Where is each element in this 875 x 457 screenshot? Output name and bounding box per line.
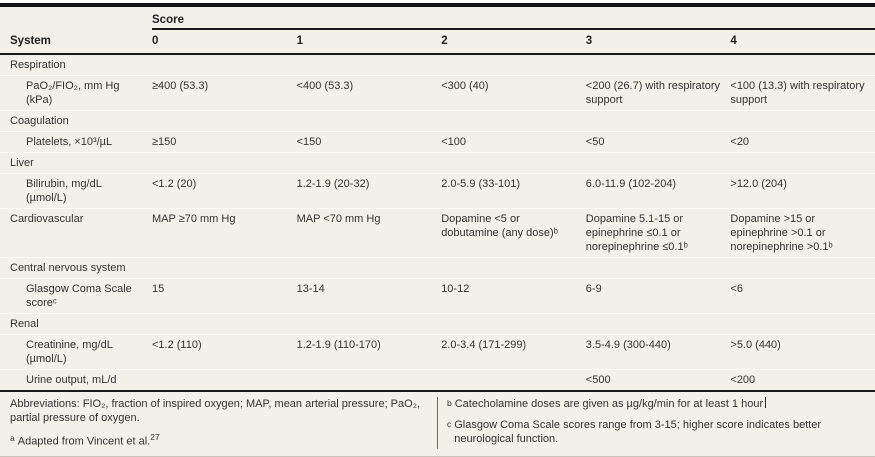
header-bottom-rule bbox=[0, 53, 875, 55]
cell-score-3: 6-9 bbox=[585, 283, 602, 295]
item-row-urine-output: Urine output, mL/d <500 <200 bbox=[0, 369, 875, 390]
footnote-abbreviations: Abbreviations: FIO₂, fraction of inspire… bbox=[10, 398, 421, 424]
cell-score-0: <1.2 (20) bbox=[152, 178, 197, 190]
row-cardiovascular: Cardiovascular MAP ≥70 mm Hg MAP <70 mm … bbox=[0, 208, 875, 257]
section-label: Respiration bbox=[10, 59, 66, 71]
cell-score-0: 15 bbox=[152, 283, 165, 295]
footnote-b-text: Catecholamine doses are given as µg/kg/m… bbox=[455, 397, 767, 411]
footnote-c: c Glasgow Coma Scale scores range from 3… bbox=[447, 418, 867, 446]
row-label: Platelets, ×10³/µL bbox=[26, 136, 113, 148]
row-label: Bilirubin, mg/dL (µmol/L) bbox=[26, 178, 102, 204]
footnote-b-marker: b bbox=[447, 398, 452, 408]
section-label: Coagulation bbox=[10, 115, 69, 127]
item-row-glasgow-coma-scale: Glasgow Coma Scale scoreᶜ 15 13-14 10-12… bbox=[0, 278, 875, 313]
cell-score-2: Dopamine <5 or dobutamine (any dose)ᵇ bbox=[441, 213, 558, 239]
cell-score-1: MAP <70 mm Hg bbox=[296, 213, 381, 225]
section-row-central-nervous-system: Central nervous system bbox=[0, 257, 875, 278]
section-label: Liver bbox=[10, 157, 34, 169]
cell-score-4: >5.0 (440) bbox=[730, 339, 781, 351]
section-label: Central nervous system bbox=[10, 262, 126, 274]
column-header-score-0: 0 bbox=[152, 35, 159, 47]
cell-score-2: <300 (40) bbox=[441, 80, 489, 92]
top-rule bbox=[0, 3, 875, 7]
footnote-c-text: Glasgow Coma Scale scores range from 3-1… bbox=[454, 419, 822, 445]
section-row-coagulation: Coagulation bbox=[0, 110, 875, 131]
column-header-score-2: 2 bbox=[441, 35, 448, 47]
text-cursor bbox=[765, 397, 767, 408]
column-header-system: System bbox=[10, 35, 51, 47]
cell-score-2: 10-12 bbox=[441, 283, 470, 295]
footnote-a-marker: a bbox=[10, 433, 15, 443]
cell-score-1: <150 bbox=[296, 136, 322, 148]
cell-score-3: <200 (26.7) with respiratory support bbox=[585, 80, 720, 106]
cell-score-2: <100 bbox=[441, 136, 466, 148]
cell-score-4: <200 bbox=[730, 374, 756, 386]
cell-score-0: MAP ≥70 mm Hg bbox=[152, 213, 236, 225]
reference-number: 27 bbox=[150, 432, 160, 442]
cell-score-1: <400 (53.3) bbox=[296, 80, 354, 92]
cell-score-3: 3.5-4.9 (300-440) bbox=[585, 339, 671, 351]
table-body: Respiration PaO₂/FIO₂, mm Hg (kPa) ≥400 … bbox=[0, 55, 875, 390]
cell-score-2: 2.0-3.4 (171-299) bbox=[441, 339, 527, 351]
section-row-respiration: Respiration bbox=[0, 55, 875, 75]
cell-score-0 bbox=[152, 370, 297, 390]
footnotes-right-column: b Catecholamine doses are given as µg/kg… bbox=[437, 397, 875, 449]
item-row-bilirubin: Bilirubin, mg/dL (µmol/L) <1.2 (20) 1.2-… bbox=[0, 173, 875, 208]
cell-score-0: ≥400 (53.3) bbox=[152, 80, 209, 92]
footnote-a-text: Adapted from Vincent et al.27 bbox=[17, 432, 160, 448]
table-header-score: Score bbox=[0, 7, 875, 30]
row-label: Urine output, mL/d bbox=[26, 374, 117, 386]
score-group-header: Score bbox=[152, 7, 875, 30]
row-label: Glasgow Coma Scale scoreᶜ bbox=[26, 283, 132, 309]
cell-score-0: <1.2 (110) bbox=[152, 339, 202, 351]
cell-score-4: <6 bbox=[730, 283, 743, 295]
cell-score-1: 1.2-1.9 (20-32) bbox=[296, 178, 370, 190]
footnotes-left-column: Abbreviations: FIO₂, fraction of inspire… bbox=[0, 397, 437, 449]
cell-score-3: <50 bbox=[585, 136, 605, 148]
footnotes: Abbreviations: FIO₂, fraction of inspire… bbox=[0, 392, 875, 456]
footnote-a: a Adapted from Vincent et al.27 bbox=[10, 432, 423, 449]
row-label: PaO₂/FIO₂, mm Hg (kPa) bbox=[26, 80, 120, 106]
item-row-creatinine: Creatinine, mg/dL (µmol/L) <1.2 (110) 1.… bbox=[0, 334, 875, 369]
item-row-pao2-fio2: PaO₂/FIO₂, mm Hg (kPa) ≥400 (53.3) <400 … bbox=[0, 75, 875, 110]
cell-score-3: Dopamine 5.1-15 or epinephrine ≤0.1 or n… bbox=[585, 213, 688, 253]
cell-score-4: >12.0 (204) bbox=[730, 178, 787, 190]
section-row-renal: Renal bbox=[0, 313, 875, 334]
row-label: Creatinine, mg/dL (µmol/L) bbox=[26, 339, 113, 365]
cell-score-3: 6.0-11.9 (102-204) bbox=[585, 178, 677, 190]
table-panel: Score System 0 1 2 3 4 Respiration PaO₂/… bbox=[0, 7, 875, 457]
cell-score-0: ≥150 bbox=[152, 136, 177, 148]
column-header-score-1: 1 bbox=[296, 35, 303, 47]
cell-score-2: 2.0-5.9 (33-101) bbox=[441, 178, 521, 190]
footnote-c-marker: c bbox=[447, 419, 452, 429]
column-header-score-3: 3 bbox=[585, 35, 593, 47]
cell-score-2 bbox=[441, 370, 586, 390]
cell-score-4: <100 (13.3) with respiratory support bbox=[730, 80, 865, 106]
top-margin bbox=[0, 0, 875, 3]
footnote-b: b Catecholamine doses are given as µg/kg… bbox=[447, 397, 867, 411]
item-row-platelets: Platelets, ×10³/µL ≥150 <150 <100 <50 <2… bbox=[0, 131, 875, 152]
section-label: Renal bbox=[10, 318, 39, 330]
cell-score-4: <20 bbox=[730, 136, 750, 148]
cell-score-1: 1.2-1.9 (110-170) bbox=[296, 339, 381, 351]
body-bottom-rule bbox=[0, 390, 875, 392]
column-header-score-4: 4 bbox=[730, 35, 737, 47]
cell-score-1: 13-14 bbox=[296, 283, 325, 295]
cell-score-1 bbox=[297, 370, 442, 390]
row-label: Cardiovascular bbox=[10, 213, 84, 225]
cell-score-4: Dopamine >15 or epinephrine >0.1 or nore… bbox=[730, 213, 833, 253]
table-header-columns: System 0 1 2 3 4 bbox=[0, 30, 875, 53]
cell-score-3: <500 bbox=[585, 374, 611, 386]
section-row-liver: Liver bbox=[0, 152, 875, 173]
